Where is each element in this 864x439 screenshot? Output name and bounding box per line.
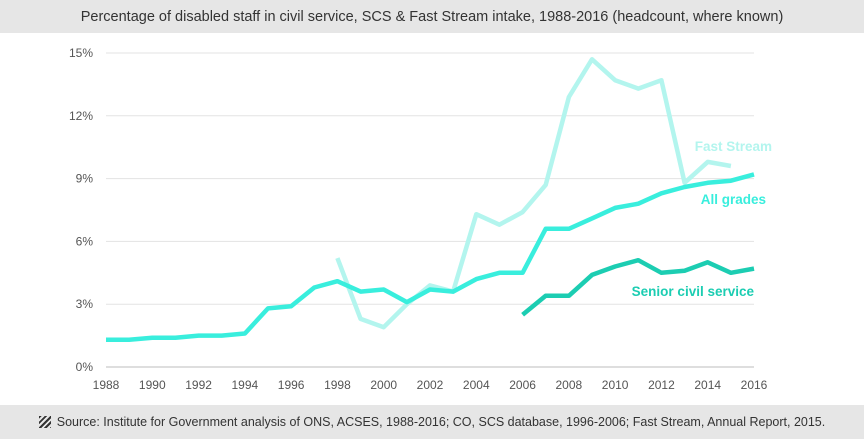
x-tick-label: 2004: [463, 378, 490, 392]
series-label-senior-civil-service: Senior civil service: [632, 284, 755, 299]
x-tick-label: 1988: [93, 378, 120, 392]
x-tick-label: 2008: [556, 378, 583, 392]
source-footer: Source: Institute for Government analysi…: [0, 405, 864, 439]
y-tick-label: 0%: [76, 360, 94, 374]
y-tick-label: 6%: [76, 234, 94, 248]
hatched-square-icon: [38, 416, 51, 428]
chart-title-bar: Percentage of disabled staff in civil se…: [0, 0, 864, 33]
source-text: Source: Institute for Government analysi…: [56, 415, 826, 429]
x-tick-label: 2012: [648, 378, 675, 392]
y-tick-label: 3%: [76, 297, 94, 311]
y-tick-label: 15%: [69, 46, 93, 60]
x-tick-label: 1996: [278, 378, 305, 392]
series-label-all-grades: All grades: [701, 192, 766, 207]
y-tick-label: 9%: [76, 172, 94, 186]
series-label-fast-stream: Fast Stream: [695, 139, 772, 154]
x-tick-label: 1998: [324, 378, 351, 392]
chart-title: Percentage of disabled staff in civil se…: [80, 8, 784, 25]
x-tick-label: 2016: [741, 378, 768, 392]
x-tick-label: 1992: [185, 378, 212, 392]
chart-area: 0% 3% 6% 9% 12% 15% 1988 1990 1992 1994 1996 1998 20…: [0, 33, 864, 405]
line-chart: 0% 3% 6% 9% 12% 15% 1988 1990 1992 1994 1996 1998 20…: [69, 46, 772, 392]
x-tick-label: 2006: [509, 378, 536, 392]
series-line-all-grades: [106, 172, 755, 343]
series-line-senior-civil-service: [521, 257, 755, 317]
x-tick-label: 1990: [139, 378, 166, 392]
x-tick-label: 1994: [232, 378, 259, 392]
series-line-fast-stream: [335, 57, 732, 330]
x-tick-label: 2002: [417, 378, 444, 392]
y-tick-label: 12%: [69, 109, 93, 123]
x-tick-label: 2014: [694, 378, 721, 392]
x-tick-label: 2010: [602, 378, 629, 392]
x-tick-label: 2000: [370, 378, 397, 392]
